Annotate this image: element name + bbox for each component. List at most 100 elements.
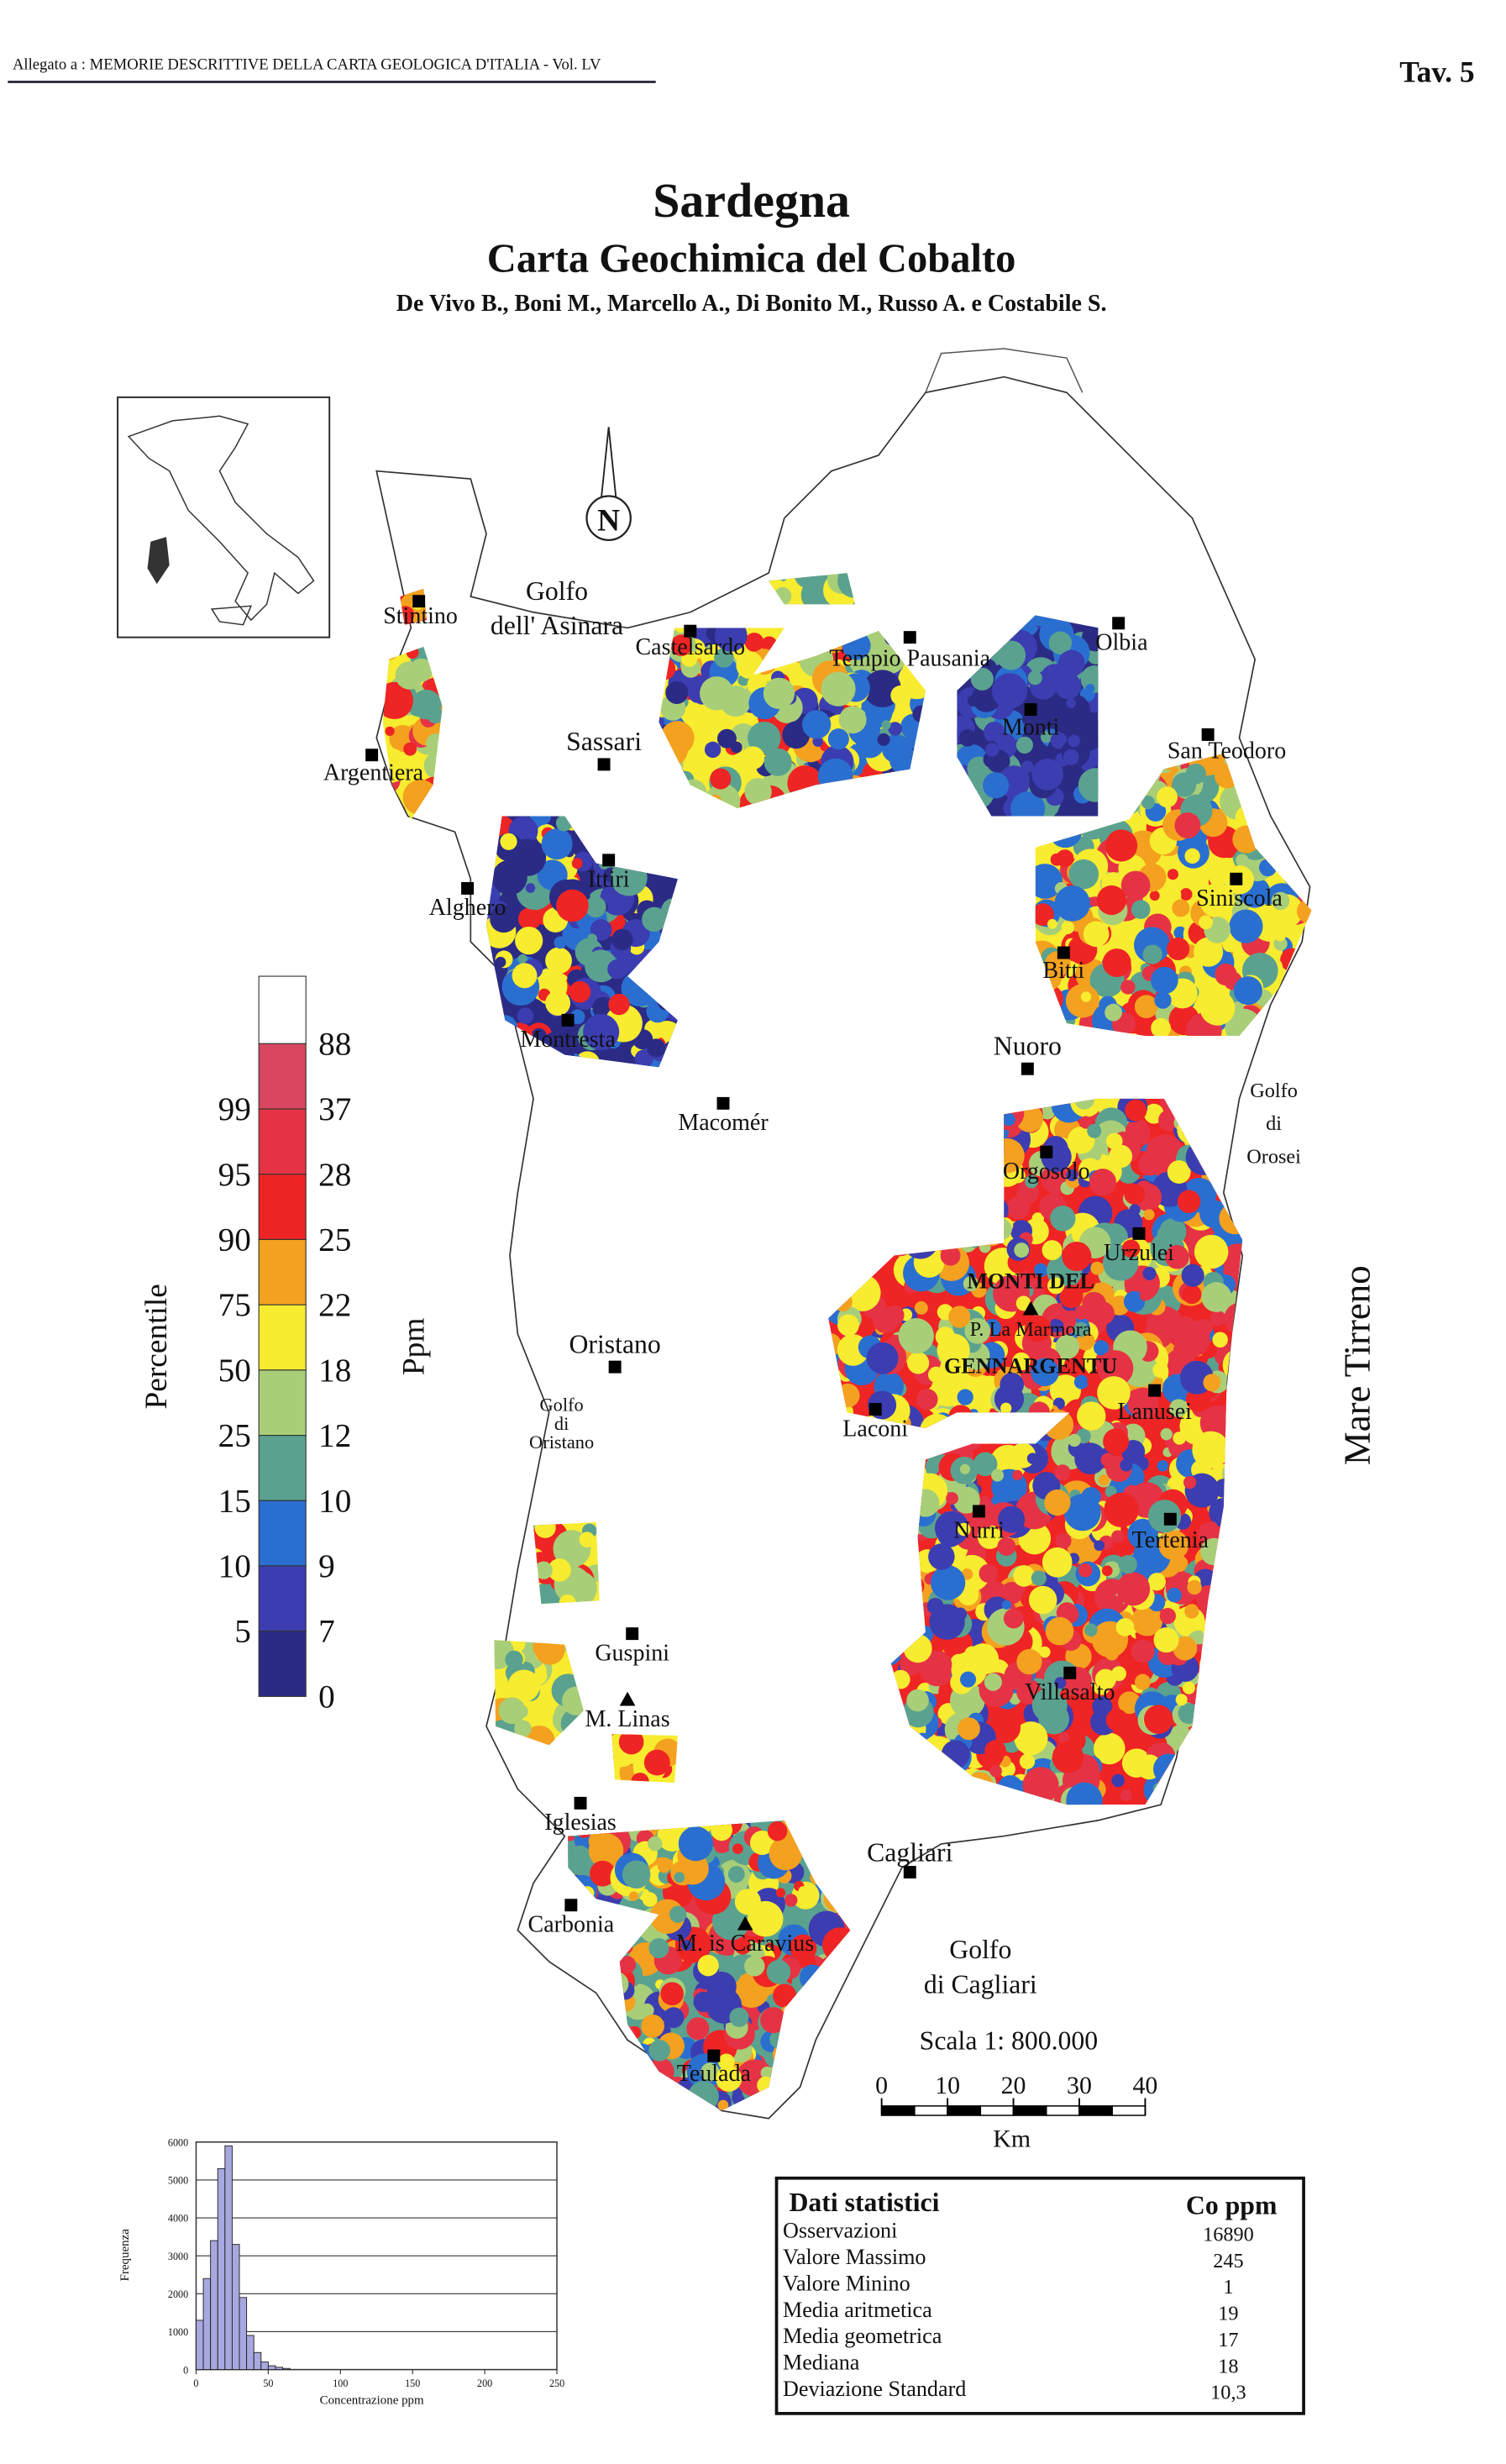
scale-tick-label: 30 bbox=[1067, 2072, 1092, 2099]
geochem-patch bbox=[623, 2077, 634, 2087]
place-label: Golfo bbox=[949, 1935, 1011, 1964]
stats-row-value: 19 bbox=[1218, 2303, 1238, 2325]
town-marker bbox=[597, 758, 611, 771]
geochem-patch bbox=[1203, 1647, 1226, 1671]
geochem-patch bbox=[674, 1872, 685, 1883]
geochem-patch bbox=[898, 1318, 934, 1354]
place-label: Olbia bbox=[1095, 630, 1148, 656]
legend-percentile-label: 95 bbox=[218, 1157, 251, 1193]
geochem-patch bbox=[957, 1522, 971, 1537]
geochem-patch bbox=[1205, 1735, 1231, 1760]
stats-row-value: 245 bbox=[1213, 2250, 1243, 2272]
geochem-patch bbox=[1092, 1696, 1113, 1717]
geochem-patch bbox=[1063, 1494, 1101, 1531]
geochem-patch bbox=[802, 710, 832, 739]
geochem-patch bbox=[523, 1726, 555, 1746]
geochem-patch bbox=[507, 1669, 540, 1702]
geochem-patch bbox=[1221, 1725, 1243, 1747]
place-label: di bbox=[1266, 1112, 1282, 1135]
legend-ppm-label: 37 bbox=[318, 1091, 351, 1127]
scale-segment bbox=[947, 2105, 982, 2116]
geochem-patch bbox=[798, 1886, 809, 1896]
geochem-patch bbox=[1177, 1190, 1201, 1214]
scale-segment bbox=[979, 2105, 1015, 2116]
geochem-patch bbox=[648, 1836, 663, 1852]
geochem-patch bbox=[1055, 1532, 1072, 1549]
geochem-patch bbox=[1221, 1243, 1243, 1275]
geochem-patch bbox=[1079, 1116, 1093, 1129]
geochem-patch bbox=[541, 828, 573, 860]
geochem-patch bbox=[957, 1717, 980, 1741]
geochem-patch bbox=[1098, 1474, 1110, 1486]
geochem-patch bbox=[1042, 1240, 1063, 1261]
scale-tick-label: 20 bbox=[1001, 2072, 1026, 2099]
geochem-patch bbox=[1207, 1521, 1218, 1532]
geochem-patch bbox=[1134, 995, 1158, 1019]
histogram-bar bbox=[210, 2240, 218, 2371]
geochem-patch bbox=[1286, 760, 1312, 792]
geochem-patch bbox=[1073, 1321, 1089, 1337]
place-label: M. is Caravius bbox=[676, 1931, 814, 1957]
geochem-patch bbox=[579, 1531, 596, 1547]
geochem-patch bbox=[948, 1306, 971, 1328]
geochem-patch bbox=[505, 1650, 523, 1669]
geochem-patch bbox=[767, 1821, 788, 1841]
histogram-y-tick-label: 3000 bbox=[168, 2251, 188, 2262]
scale-segment bbox=[1012, 2105, 1047, 2116]
geochem-patch bbox=[1131, 1605, 1163, 1637]
geochem-patch bbox=[1205, 1646, 1235, 1675]
geochem-patch bbox=[545, 947, 572, 975]
authors: De Vivo B., Boni M., Marcello A., Di Bon… bbox=[396, 291, 1107, 317]
stats-row-label: Valore Minino bbox=[783, 2271, 910, 2295]
geochem-patch bbox=[1105, 1709, 1129, 1731]
geochem-patch bbox=[1221, 1647, 1243, 1675]
geochem-patch bbox=[1276, 1005, 1312, 1037]
geochem-patch bbox=[601, 2074, 625, 2099]
geochem-patch bbox=[382, 646, 401, 661]
geochem-patch bbox=[1052, 1742, 1084, 1773]
geochem-patch bbox=[1031, 759, 1063, 791]
geochem-patch bbox=[1054, 885, 1090, 922]
geochem-patch bbox=[1294, 791, 1312, 813]
geochem-patch bbox=[1183, 1475, 1197, 1489]
legend-swatch bbox=[258, 1304, 307, 1371]
stats-row-value: 18 bbox=[1218, 2355, 1238, 2377]
geochem-patch bbox=[819, 2030, 842, 2052]
geochem-patch bbox=[1278, 990, 1312, 1023]
geochem-patch bbox=[1225, 1739, 1241, 1754]
geochem-patch bbox=[680, 1939, 693, 1952]
geochem-patch bbox=[1283, 753, 1312, 783]
geochem-patch bbox=[1097, 1376, 1131, 1410]
histogram-x-tick-label: 150 bbox=[405, 2377, 420, 2389]
geochem-patch bbox=[744, 1956, 765, 1977]
geochem-patch bbox=[1074, 1442, 1106, 1475]
geochem-patch bbox=[1281, 1009, 1299, 1028]
place-label: Golfo bbox=[526, 576, 588, 606]
geochem-patch bbox=[382, 796, 392, 815]
place-label: P. La Marmora bbox=[970, 1318, 1092, 1341]
geochem-patch bbox=[1274, 791, 1309, 824]
geochem-patch bbox=[568, 1999, 591, 2034]
geochem-patch bbox=[1120, 870, 1151, 901]
geochem-patch bbox=[485, 988, 501, 1016]
geochem-patch bbox=[760, 2007, 787, 2034]
geochem-patch bbox=[790, 1934, 817, 1962]
geochem-patch bbox=[940, 1245, 961, 1266]
geochem-patch bbox=[568, 2050, 591, 2082]
geochem-patch bbox=[490, 1015, 518, 1043]
legend-ppm-label: 10 bbox=[318, 1483, 351, 1519]
geochem-patch bbox=[585, 896, 606, 918]
place-label: Iglesias bbox=[544, 1810, 617, 1836]
stats-row-label: Media geometrica bbox=[783, 2324, 942, 2348]
town-marker bbox=[707, 2049, 721, 2062]
geochem-patch bbox=[1219, 1202, 1243, 1235]
geochem-patch bbox=[1212, 1332, 1228, 1348]
geochem-patch bbox=[819, 2062, 832, 2074]
geochem-patch bbox=[1103, 1428, 1130, 1455]
geochem-patch bbox=[1167, 1160, 1191, 1184]
geochem-patch bbox=[1087, 1123, 1102, 1138]
geochem-patch bbox=[634, 1049, 653, 1068]
geochem-patch bbox=[978, 1525, 1002, 1549]
geochem-patch bbox=[1292, 1012, 1311, 1032]
geochem-patch bbox=[1228, 1538, 1243, 1562]
